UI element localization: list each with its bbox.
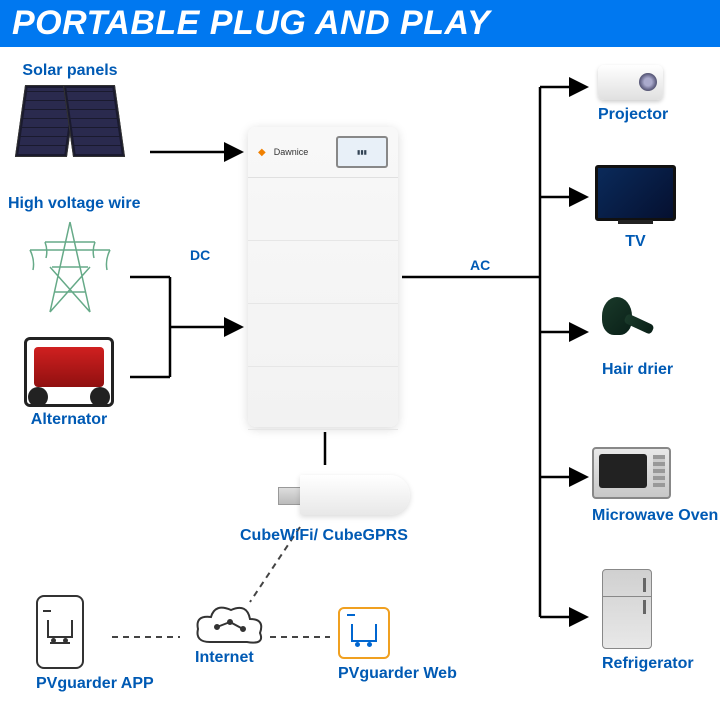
refrigerator-node: Refrigerator	[602, 569, 694, 673]
web-label: PVguarder Web	[338, 665, 457, 683]
lcd-screen-icon: ▮▮▮	[336, 136, 388, 168]
tv-node: TV	[595, 165, 676, 251]
generator-icon	[24, 337, 114, 407]
phone-icon	[36, 595, 84, 669]
dc-label: DC	[190, 247, 210, 263]
alternator-label: Alternator	[24, 411, 114, 429]
app-label: PVguarder APP	[36, 675, 154, 693]
alternator-node: Alternator	[24, 337, 114, 429]
wifi-dongle	[270, 467, 410, 522]
microwave-node: Microwave Oven	[592, 447, 718, 525]
internet-node: Internet	[195, 649, 254, 667]
diagram-canvas: Solar panels High voltage wire Alternato…	[0, 47, 720, 712]
projector-node: Projector	[598, 65, 668, 124]
hv-wire-label: High voltage wire	[8, 195, 140, 213]
power-station: ◆ Dawnice ▮▮▮	[248, 127, 398, 427]
fridge-icon	[602, 569, 652, 649]
solar-panel-icon	[20, 80, 120, 160]
solar-panels-label: Solar panels	[20, 62, 120, 80]
tv-label: TV	[595, 233, 676, 251]
projector-label: Projector	[598, 106, 668, 124]
refrigerator-label: Refrigerator	[602, 655, 694, 673]
header: PORTABLE PLUG AND PLAY	[0, 0, 720, 47]
solar-panels-node: Solar panels	[20, 62, 120, 160]
dongle-label: CubeWiFi/ CubeGPRS	[240, 527, 408, 545]
tv-icon	[595, 165, 676, 221]
projector-icon	[598, 65, 663, 100]
ac-label: AC	[470, 257, 490, 273]
hairdryer-icon	[602, 297, 652, 357]
web-node: PVguarder Web	[338, 607, 457, 683]
brand-label: Dawnice	[274, 147, 309, 157]
internet-label: Internet	[195, 649, 254, 667]
hv-wire-node: High voltage wire	[8, 195, 140, 213]
app-node: PVguarder APP	[36, 595, 154, 693]
hairdrier-node: Hair drier	[602, 297, 673, 379]
microwave-icon	[592, 447, 671, 499]
hairdrier-label: Hair drier	[602, 361, 673, 379]
microwave-label: Microwave Oven	[592, 507, 718, 525]
web-icon	[338, 607, 390, 659]
